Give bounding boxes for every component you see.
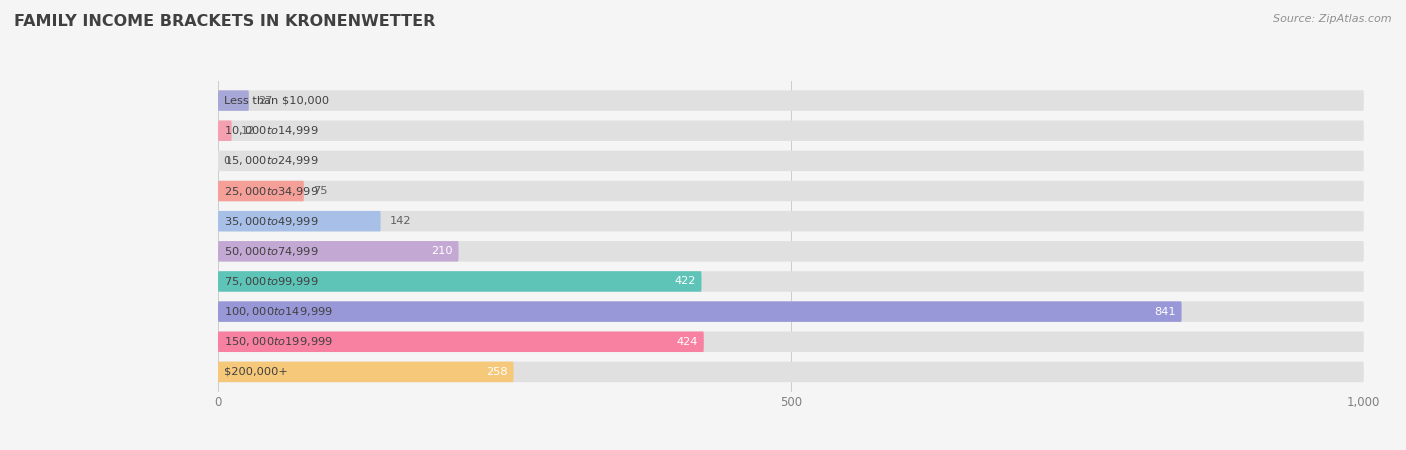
- Text: 27: 27: [259, 95, 273, 106]
- Text: $25,000 to $34,999: $25,000 to $34,999: [224, 184, 318, 198]
- Text: $10,000 to $14,999: $10,000 to $14,999: [224, 124, 318, 137]
- FancyBboxPatch shape: [218, 90, 1364, 111]
- FancyBboxPatch shape: [218, 211, 381, 231]
- FancyBboxPatch shape: [218, 211, 1364, 231]
- FancyBboxPatch shape: [218, 181, 1364, 201]
- FancyBboxPatch shape: [218, 241, 1364, 261]
- FancyBboxPatch shape: [218, 90, 249, 111]
- Text: $75,000 to $99,999: $75,000 to $99,999: [224, 275, 318, 288]
- Text: $150,000 to $199,999: $150,000 to $199,999: [224, 335, 333, 348]
- FancyBboxPatch shape: [218, 271, 1364, 292]
- FancyBboxPatch shape: [218, 181, 304, 201]
- FancyBboxPatch shape: [218, 362, 1364, 382]
- FancyBboxPatch shape: [218, 121, 1364, 141]
- Text: $100,000 to $149,999: $100,000 to $149,999: [224, 305, 333, 318]
- Text: 841: 841: [1154, 306, 1175, 317]
- Text: 422: 422: [675, 276, 696, 287]
- Text: FAMILY INCOME BRACKETS IN KRONENWETTER: FAMILY INCOME BRACKETS IN KRONENWETTER: [14, 14, 436, 28]
- Text: 210: 210: [432, 246, 453, 256]
- Text: $15,000 to $24,999: $15,000 to $24,999: [224, 154, 318, 167]
- FancyBboxPatch shape: [218, 332, 704, 352]
- Text: Less than $10,000: Less than $10,000: [224, 95, 329, 106]
- FancyBboxPatch shape: [218, 151, 1364, 171]
- Text: Source: ZipAtlas.com: Source: ZipAtlas.com: [1274, 14, 1392, 23]
- FancyBboxPatch shape: [218, 271, 702, 292]
- FancyBboxPatch shape: [218, 302, 1181, 322]
- Text: 12: 12: [240, 126, 256, 136]
- Text: 258: 258: [486, 367, 508, 377]
- Text: 0: 0: [224, 156, 231, 166]
- Text: $35,000 to $49,999: $35,000 to $49,999: [224, 215, 318, 228]
- Text: 424: 424: [676, 337, 697, 347]
- FancyBboxPatch shape: [218, 332, 1364, 352]
- FancyBboxPatch shape: [218, 241, 458, 261]
- Text: 75: 75: [314, 186, 328, 196]
- FancyBboxPatch shape: [218, 302, 1364, 322]
- FancyBboxPatch shape: [218, 121, 232, 141]
- Text: $50,000 to $74,999: $50,000 to $74,999: [224, 245, 318, 258]
- Text: 142: 142: [389, 216, 412, 226]
- Text: $200,000+: $200,000+: [224, 367, 287, 377]
- FancyBboxPatch shape: [218, 362, 513, 382]
